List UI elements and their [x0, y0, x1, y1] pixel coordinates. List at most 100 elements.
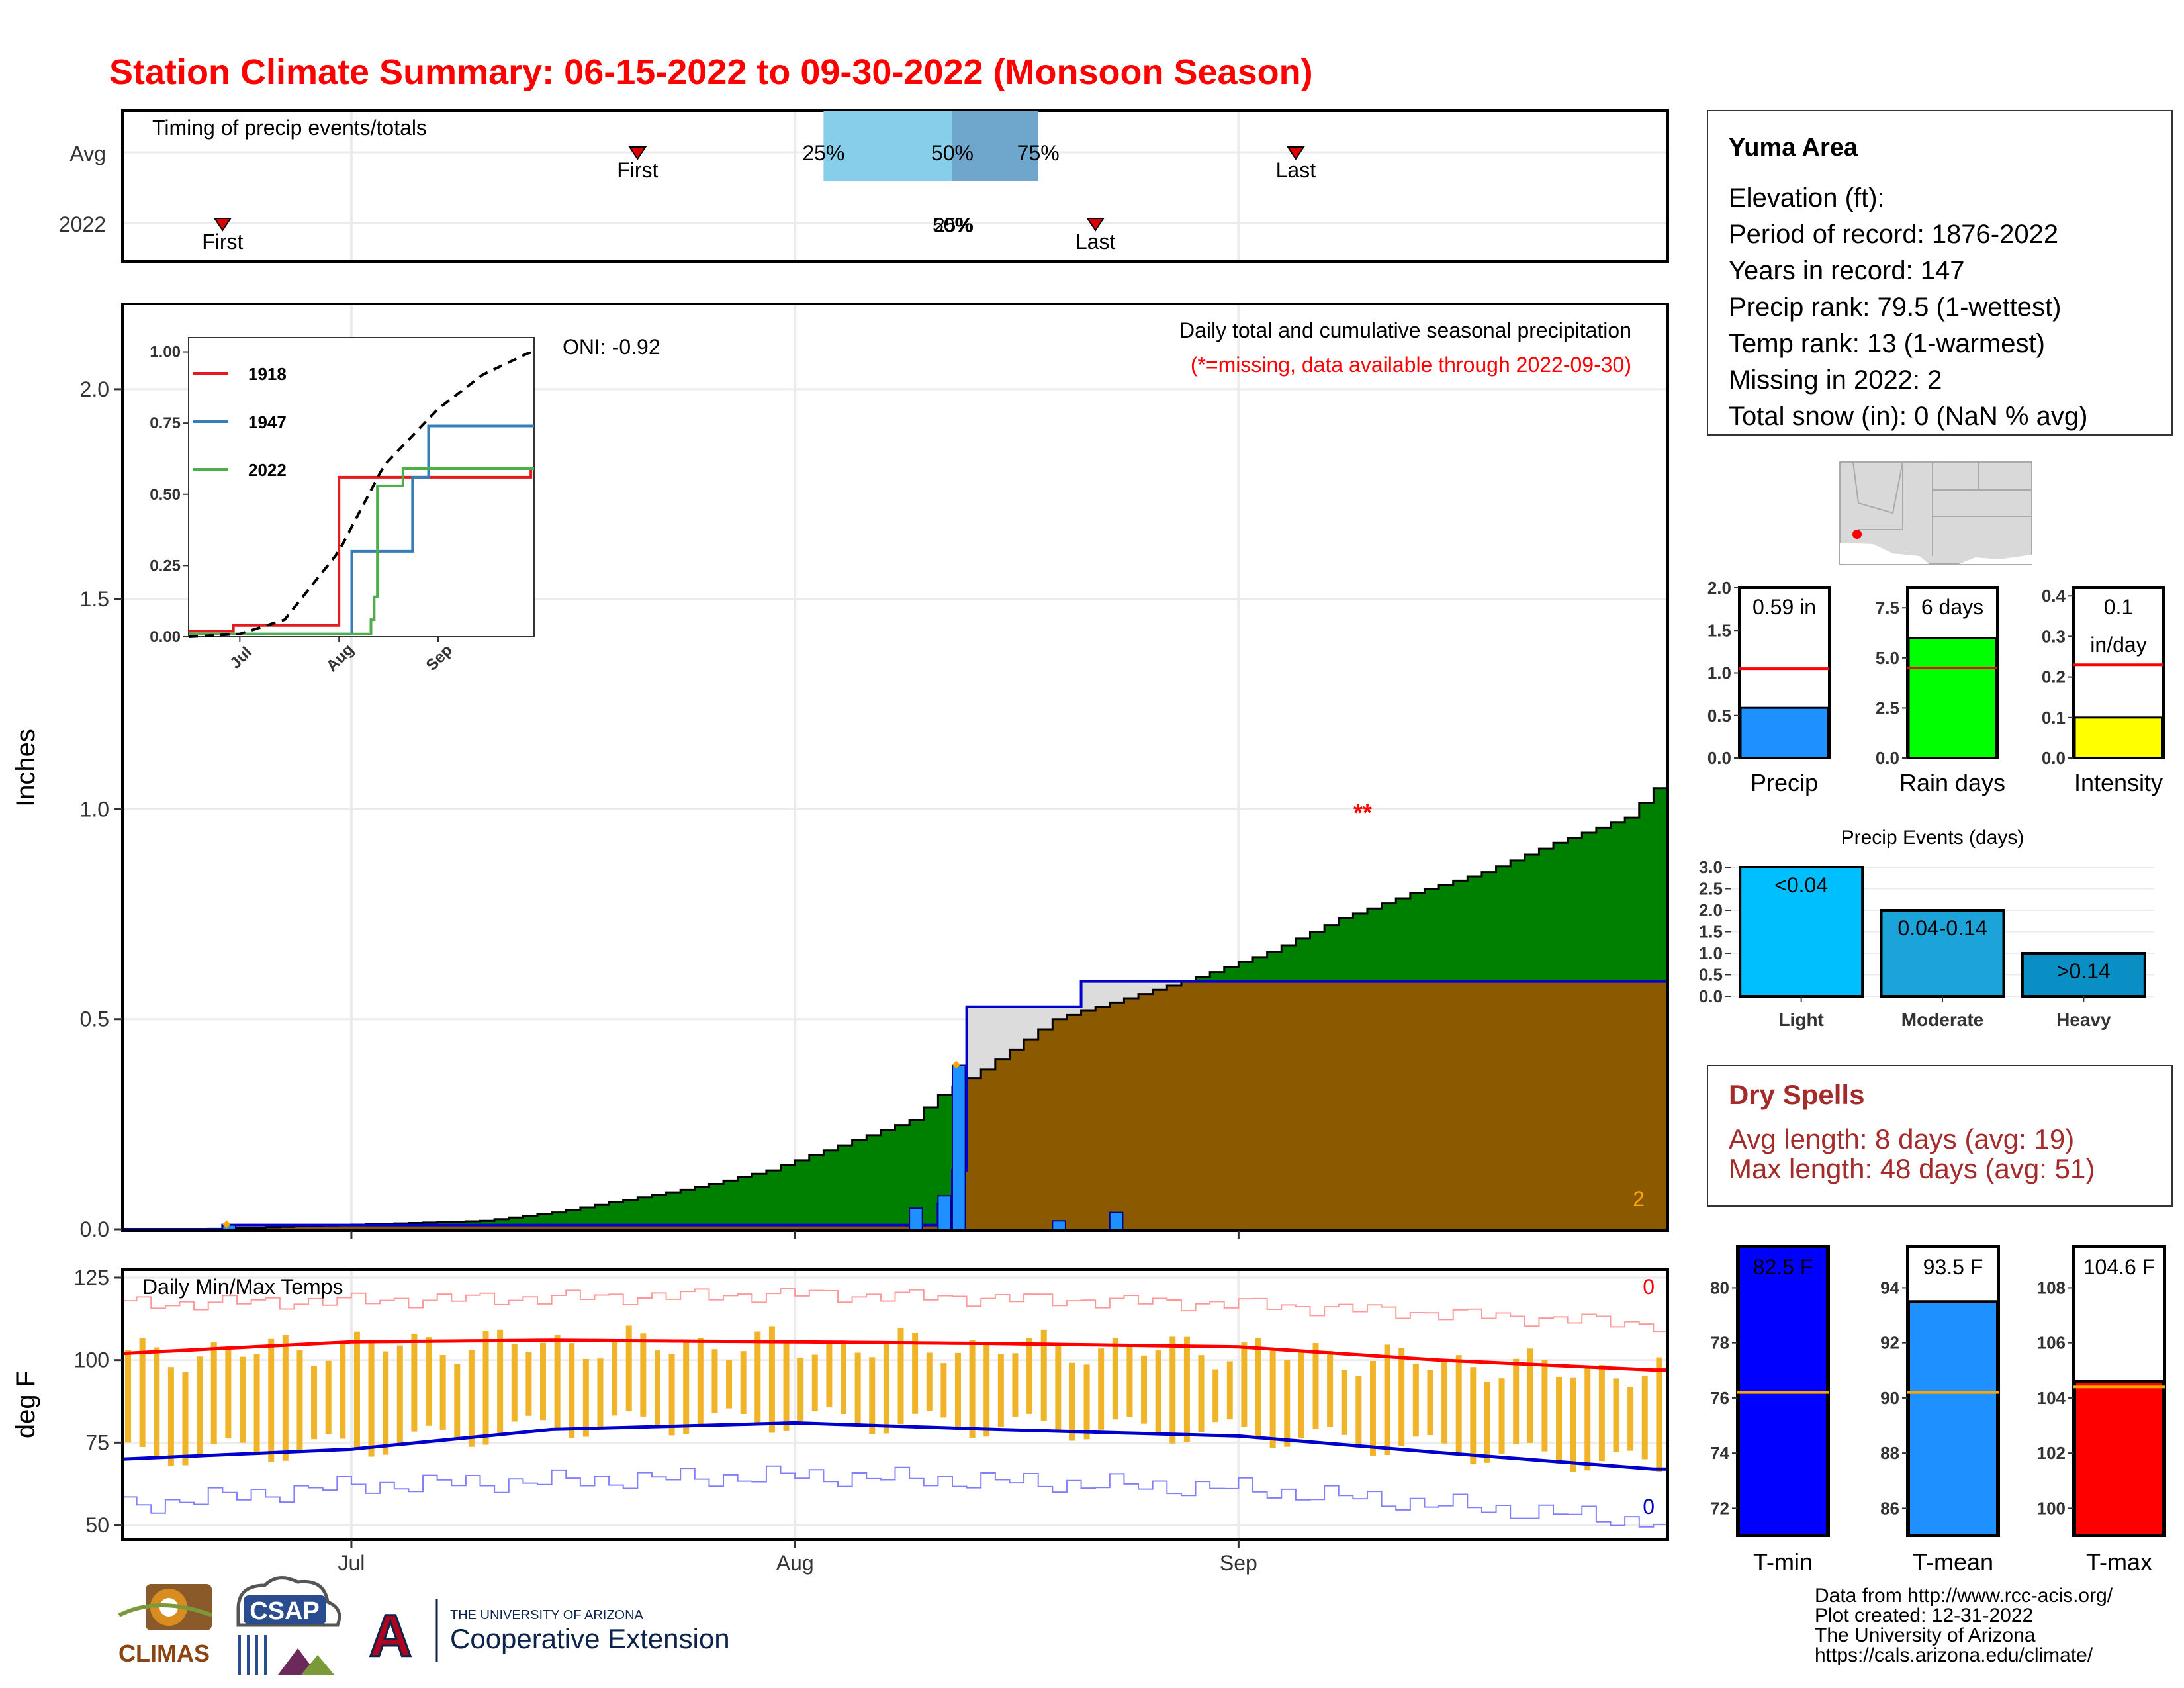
summary-ytick-label: 0.4 — [2042, 586, 2066, 606]
temp-summary-label: T-max — [2086, 1548, 2152, 1575]
temp-range-bar — [726, 1360, 733, 1409]
temp-range-bar — [197, 1356, 203, 1456]
temp-range-bar — [926, 1352, 933, 1411]
temp-ytick-label-1: 75 — [85, 1430, 109, 1454]
temp-range-bar — [1584, 1366, 1591, 1471]
temp-summary-label: T-min — [1753, 1548, 1813, 1575]
summary-ytick-label: 0.0 — [2042, 748, 2066, 768]
summary-ytick-label: 0.3 — [2042, 626, 2066, 646]
temp-summary-t-mean: 86 88 90 92 94 93.5 F T-mean — [1880, 1245, 2000, 1575]
temp-range-bar — [239, 1356, 246, 1443]
temp-summary-ytick-label: 92 — [1880, 1333, 1899, 1353]
csap-logo: CSAP — [236, 1576, 341, 1675]
temp-range-bar — [468, 1350, 475, 1447]
temp-summary-ytick-label: 102 — [2037, 1443, 2066, 1463]
temp-ylabel: deg F — [11, 1371, 40, 1438]
temp-range-bar — [396, 1345, 403, 1444]
events-bar-label-0: <0.04 — [1774, 873, 1828, 897]
x-axis: Jul Aug Sep — [338, 1231, 1257, 1575]
temp-range-bar — [983, 1342, 990, 1437]
station-line-4: Precip rank: 79.5 (1-wettest) — [1729, 293, 2061, 322]
temp-range-bar — [125, 1350, 131, 1443]
x-axis-label-0: Jul — [338, 1551, 365, 1575]
temp-range-bar — [497, 1329, 504, 1434]
temp-summary-ytick-label: 80 — [1710, 1278, 1729, 1297]
temp-summary-ytick-label: 104 — [2037, 1388, 2066, 1408]
precip-ylabel: Inches — [11, 729, 40, 807]
temp-range-bar — [325, 1360, 332, 1434]
temp-summary-value-bar — [2073, 1380, 2165, 1538]
events-category-2: Heavy — [2056, 1009, 2111, 1030]
summary-ytick-label: 0.2 — [2042, 667, 2066, 687]
station-line-6: Missing in 2022: 2 — [1729, 365, 1942, 395]
temp-summary-ytick-label: 90 — [1880, 1388, 1899, 1408]
temp-summary-ytick-label: 72 — [1710, 1498, 1729, 1518]
temp-range-bar — [139, 1338, 146, 1447]
summary-bar-rain-days: 0.0 2.5 5.0 7.5 6 days Rain days — [1876, 586, 2005, 796]
temp-range-bar — [1298, 1352, 1304, 1438]
temp-summary-ytick-label: 94 — [1880, 1278, 1899, 1297]
temp-range-bar — [969, 1340, 976, 1438]
temp-range-bar — [854, 1352, 861, 1427]
summary-bar-intensity: 0.0 0.1 0.2 0.3 0.4 0.1 in/day Intensity — [2042, 586, 2165, 796]
avg-max-line — [122, 1338, 1668, 1372]
temp-range-bar — [1098, 1348, 1105, 1430]
summary-ytick-label: 2.5 — [1876, 698, 1899, 718]
temp-range-bar — [1026, 1338, 1033, 1414]
temp-summary-ytick-label: 108 — [2037, 1278, 2066, 1297]
temp-range-bar — [841, 1340, 847, 1415]
temp-range-bar — [1427, 1370, 1433, 1436]
temp-range-bar — [625, 1325, 632, 1411]
temp-range-bar — [1441, 1360, 1448, 1444]
timing-panel-label: Timing of precip events/totals — [152, 116, 427, 140]
temp-range-bar — [740, 1351, 747, 1415]
ua-logo-letter: A — [369, 1603, 412, 1669]
footer-line-4: https://cals.arizona.edu/climate/ — [1815, 1644, 2093, 1666]
temp-range-bar — [511, 1344, 518, 1422]
temp-ytick-label-2: 100 — [74, 1348, 109, 1372]
inset-series-1918 — [189, 467, 534, 633]
timing-2022-first-label: First — [202, 230, 243, 254]
csap-logo-text: CSAP — [250, 1597, 320, 1625]
temp-range-bar — [997, 1354, 1004, 1427]
summary-ytick-label: 0.1 — [2042, 708, 2066, 727]
temp-range-bar — [1212, 1369, 1219, 1423]
events-category-1: Moderate — [1901, 1009, 1983, 1030]
precip-ytick-label-2: 1.0 — [80, 797, 109, 821]
temp-range-bar — [1613, 1378, 1619, 1452]
temp-range-bar — [1327, 1350, 1334, 1427]
timing-avg-first-marker — [628, 146, 647, 160]
timing-row-2022-label: 2022 — [59, 212, 106, 236]
temp-summary-value-bar — [1737, 1245, 1829, 1537]
temp-summary-ytick-label: 88 — [1880, 1443, 1899, 1463]
temp-range-bar — [783, 1342, 790, 1431]
dry-spells-title: Dry Spells — [1729, 1079, 1864, 1110]
summary-ytick-label: 0.0 — [1707, 748, 1731, 768]
temp-range-bar — [182, 1372, 189, 1466]
precip-ytick-label-4: 2.0 — [80, 377, 109, 401]
temp-range-bar — [1627, 1387, 1634, 1451]
temp-range-bar — [697, 1338, 704, 1425]
temp-range-bar — [1312, 1342, 1319, 1429]
temp-summary-label: T-mean — [1913, 1548, 1993, 1575]
temp-summary-value-text: 93.5 F — [1923, 1255, 1983, 1279]
footer-line-2: Plot created: 12-31-2022 — [1815, 1605, 2033, 1626]
timing-label-q50: 50% — [931, 141, 974, 165]
summary-ytick-label: 2.0 — [1707, 578, 1731, 598]
timing-row-avg-label: Avg — [69, 142, 106, 165]
temp-range-bar — [525, 1352, 532, 1416]
summary-bar-label: Intensity — [2074, 769, 2163, 796]
temp-range-bar — [554, 1334, 561, 1430]
events-ytick-label: 3.0 — [1699, 857, 1723, 877]
climas-logo: CLIMAS — [118, 1584, 213, 1667]
summary-value-text: 0.1 — [2104, 595, 2133, 619]
temp-range-bar — [1355, 1376, 1362, 1448]
temp-range-bar — [654, 1350, 660, 1428]
temp-max-missing: 0 — [1643, 1275, 1655, 1299]
temp-range-bar — [426, 1337, 432, 1426]
summary-value-text: 0.59 in — [1752, 595, 1816, 619]
temp-range-bar — [311, 1366, 318, 1440]
record-max-line — [122, 1288, 1668, 1333]
temp-range-bar — [340, 1340, 346, 1439]
